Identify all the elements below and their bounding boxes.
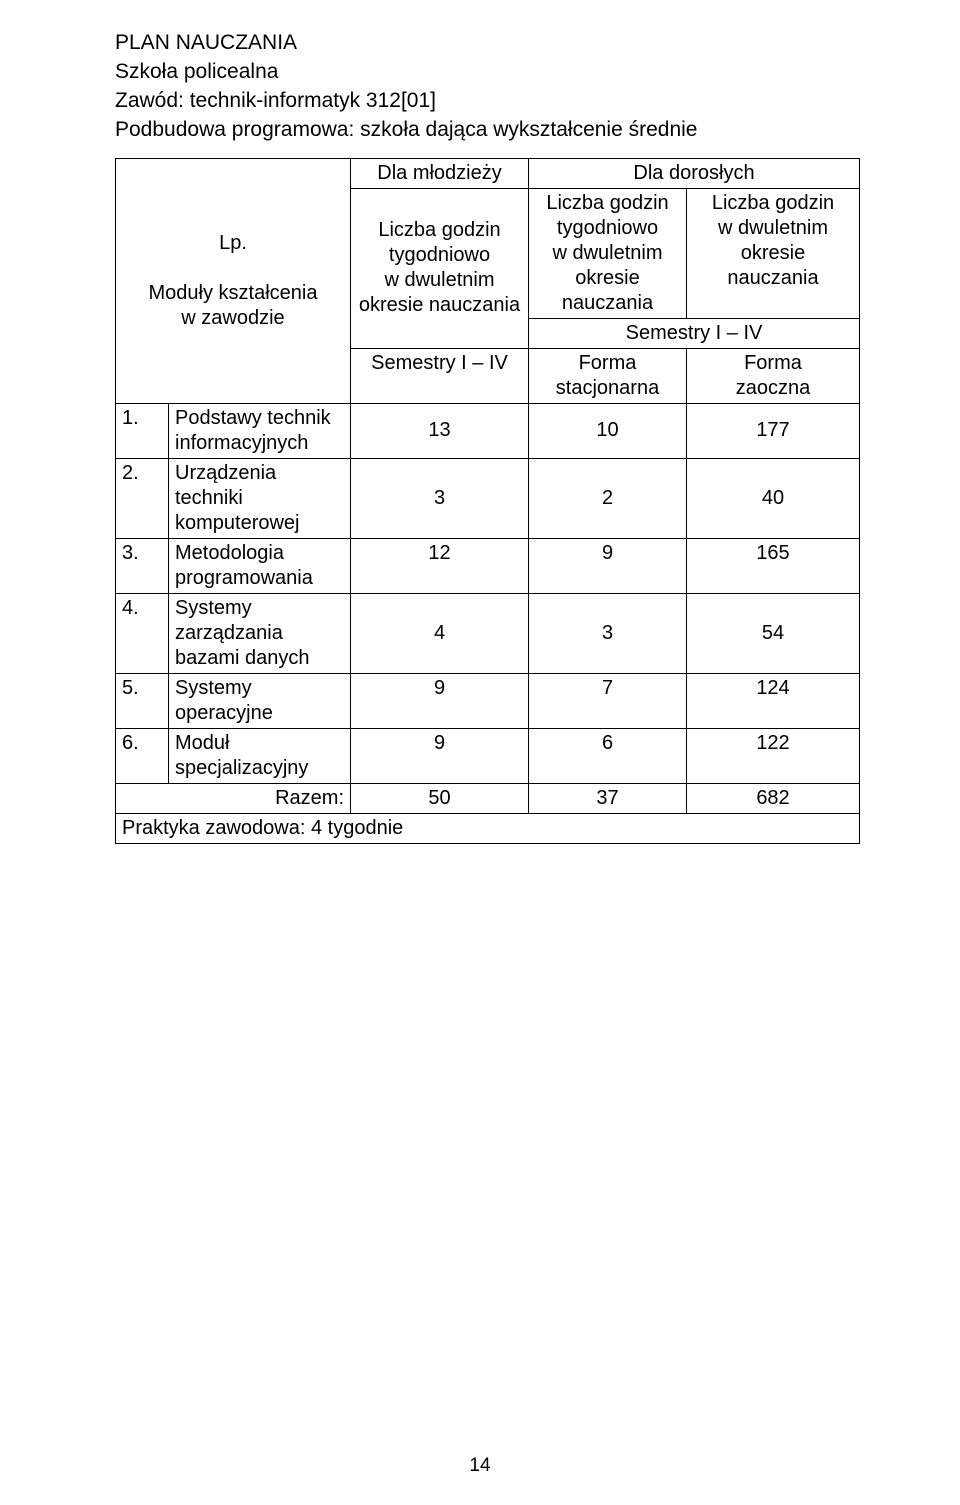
header-semesters-right: Semestry I – IV xyxy=(529,318,860,348)
row-num: 5. xyxy=(116,673,169,728)
row-c1: 9 xyxy=(351,728,529,783)
row-name: Moduł specjalizacyjny xyxy=(169,728,351,783)
profession-line: Zawód: technik-informatyk 312[01] xyxy=(115,88,860,115)
header-form-stationary: Formastacjonarna xyxy=(529,348,687,403)
total-c3: 682 xyxy=(687,783,860,813)
table-row: 3. Metodologia programowania 12 9 165 xyxy=(116,538,860,593)
table-row: 1. Podstawy technikinformacyjnych 13 10 … xyxy=(116,403,860,458)
school-line: Szkoła policealna xyxy=(115,59,860,86)
row-c3: 54 xyxy=(687,593,860,673)
header-hours-2: Liczba godzintygodniowow dwuletnimokresi… xyxy=(529,188,687,318)
table-row: 5. Systemy operacyjne 9 7 124 xyxy=(116,673,860,728)
curriculum-table: Lp. Moduły kształceniaw zawodzie Dla mło… xyxy=(115,158,860,844)
row-c3: 40 xyxy=(687,458,860,538)
row-name: Systemy zarządzaniabazami danych xyxy=(169,593,351,673)
row-num: 4. xyxy=(116,593,169,673)
table-total-row: Razem: 50 37 682 xyxy=(116,783,860,813)
page-number: 14 xyxy=(0,1455,960,1477)
header-youth: Dla młodzieży xyxy=(351,158,529,188)
header-hours-3: Liczba godzinw dwuletnimokresienauczania xyxy=(687,188,860,318)
practice-cell: Praktyka zawodowa: 4 tygodnie xyxy=(116,813,860,843)
row-c1: 13 xyxy=(351,403,529,458)
base-line: Podbudowa programowa: szkoła dająca wyks… xyxy=(115,117,860,144)
row-name: Metodologia programowania xyxy=(169,538,351,593)
row-c2: 10 xyxy=(529,403,687,458)
row-c2: 9 xyxy=(529,538,687,593)
table-header-row: Lp. Moduły kształceniaw zawodzie Dla mło… xyxy=(116,158,860,188)
modules-label: Moduły kształceniaw zawodzie xyxy=(149,282,318,329)
row-name: Podstawy technikinformacyjnych xyxy=(169,403,351,458)
header-lp-modules: Lp. Moduły kształceniaw zawodzie xyxy=(116,158,351,403)
table-row: 6. Moduł specjalizacyjny 9 6 122 xyxy=(116,728,860,783)
header-block: PLAN NAUCZANIA Szkoła policealna Zawód: … xyxy=(115,30,860,144)
row-num: 1. xyxy=(116,403,169,458)
row-num: 3. xyxy=(116,538,169,593)
header-hours-1: Liczba godzintygodniowow dwuletnimokresi… xyxy=(351,188,529,348)
page: PLAN NAUCZANIA Szkoła policealna Zawód: … xyxy=(0,0,960,1505)
header-adults: Dla dorosłych xyxy=(529,158,860,188)
total-c1: 50 xyxy=(351,783,529,813)
row-c3: 124 xyxy=(687,673,860,728)
table-practice-row: Praktyka zawodowa: 4 tygodnie xyxy=(116,813,860,843)
row-c1: 3 xyxy=(351,458,529,538)
row-c2: 3 xyxy=(529,593,687,673)
table-row: 2. Urządzenia technikikomputerowej 3 2 4… xyxy=(116,458,860,538)
table-row: 4. Systemy zarządzaniabazami danych 4 3 … xyxy=(116,593,860,673)
row-c2: 6 xyxy=(529,728,687,783)
row-c2: 2 xyxy=(529,458,687,538)
row-c3: 122 xyxy=(687,728,860,783)
row-name: Urządzenia technikikomputerowej xyxy=(169,458,351,538)
total-label: Razem: xyxy=(116,783,351,813)
row-c2: 7 xyxy=(529,673,687,728)
row-c3: 177 xyxy=(687,403,860,458)
row-c1: 9 xyxy=(351,673,529,728)
lp-label: Lp. xyxy=(219,232,247,254)
row-num: 2. xyxy=(116,458,169,538)
row-c1: 4 xyxy=(351,593,529,673)
total-c2: 37 xyxy=(529,783,687,813)
row-c1: 12 xyxy=(351,538,529,593)
row-c3: 165 xyxy=(687,538,860,593)
header-semesters-left: Semestry I – IV xyxy=(351,348,529,403)
header-form-extramural: Formazaoczna xyxy=(687,348,860,403)
row-num: 6. xyxy=(116,728,169,783)
row-name: Systemy operacyjne xyxy=(169,673,351,728)
title: PLAN NAUCZANIA xyxy=(115,30,860,57)
